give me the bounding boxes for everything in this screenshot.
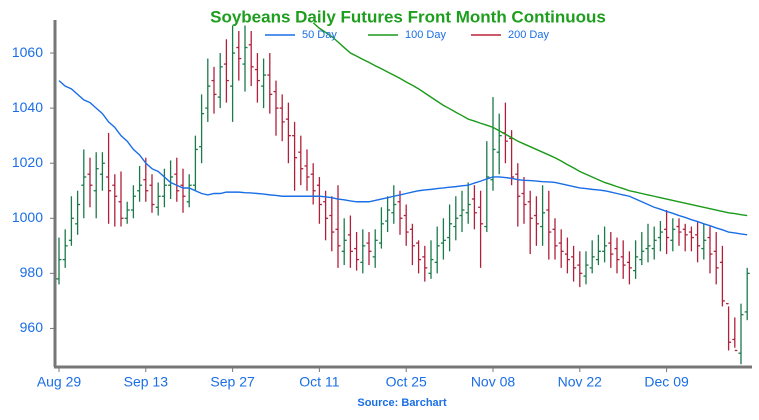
moving-average-line <box>58 80 748 236</box>
x-tick-label: Sep 13 <box>124 374 169 390</box>
moving-average-line <box>312 22 748 217</box>
source: Source: Barchart <box>357 397 447 409</box>
legend-label: 200 Day <box>508 29 549 41</box>
x-tick-label: Sep 27 <box>210 374 255 390</box>
y-tick-label: 1000 <box>12 209 43 225</box>
x-tick-label: Oct 25 <box>386 374 427 390</box>
legend-label: 50 Day <box>302 29 337 41</box>
chart-title: Soybeans Daily Futures Front Month Conti… <box>210 7 606 26</box>
y-tick-label: 1060 <box>12 44 43 60</box>
y-tick-label: 1040 <box>12 99 43 115</box>
legend-label: 100 Day <box>405 29 446 41</box>
x-tick-label: Aug 29 <box>37 374 82 390</box>
x-tick-label: Oct 11 <box>299 374 339 390</box>
x-tick-label: Dec 09 <box>644 374 689 390</box>
x-tick-label: Nov 08 <box>471 374 516 390</box>
plot-area <box>56 22 750 365</box>
x-tick-label: Nov 22 <box>558 374 603 390</box>
y-tick-label: 1020 <box>12 154 43 170</box>
y-tick-label: 960 <box>20 319 44 335</box>
y-tick-label: 980 <box>20 264 44 280</box>
